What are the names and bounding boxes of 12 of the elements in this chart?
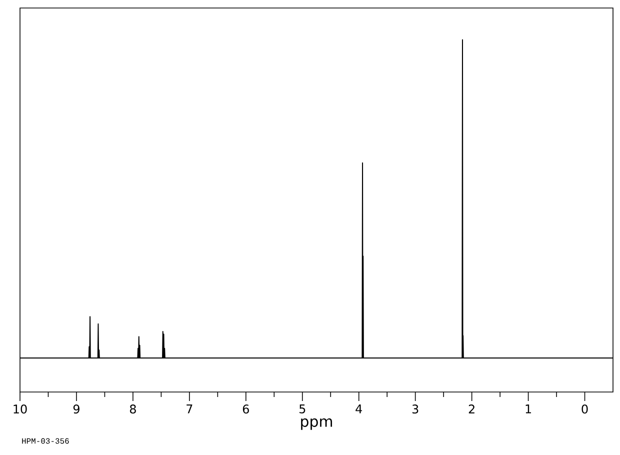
x-tick-label: 8	[130, 404, 136, 414]
x-tick-label: 7	[186, 404, 192, 414]
x-tick-label: 6	[242, 404, 249, 414]
x-tick-label: 3	[412, 404, 418, 414]
x-tick-label: 2	[468, 404, 474, 414]
x-tick-label: 9	[73, 404, 80, 414]
x-tick-label: 1	[526, 404, 531, 414]
x-tick-label: 10	[14, 404, 27, 414]
x-tick-label: 4	[356, 404, 362, 414]
x-tick-label: 0	[582, 404, 588, 414]
x-tick-label: 5	[300, 404, 306, 414]
x-axis-title: ppm	[301, 418, 332, 430]
